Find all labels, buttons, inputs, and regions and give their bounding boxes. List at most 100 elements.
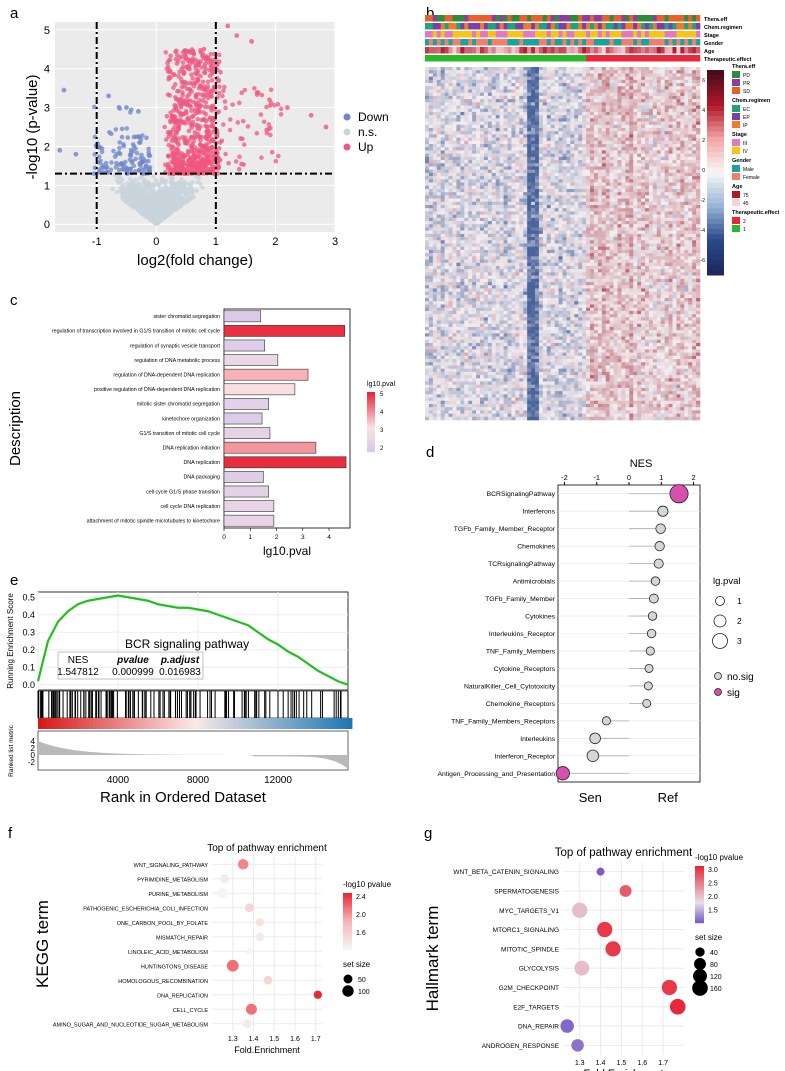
heatmap-cell	[645, 172, 650, 177]
heatmap-cell	[495, 163, 500, 167]
heatmap-cell	[511, 95, 516, 100]
heatmap-cell	[641, 124, 646, 129]
heatmap-cell	[645, 73, 650, 77]
annotation-cell	[652, 39, 658, 46]
heatmap-cell	[535, 83, 540, 87]
heatmap-cell	[483, 134, 489, 138]
heatmap-cell	[542, 160, 548, 164]
down-point	[140, 171, 146, 176]
heatmap-cell	[633, 131, 638, 135]
heatmap-cell	[609, 185, 614, 190]
heatmap-cell	[605, 95, 610, 100]
annotation-cell	[582, 15, 587, 22]
heatmap-cell	[652, 156, 658, 161]
heatmap-cell	[562, 118, 567, 122]
annotation-cell	[605, 55, 610, 62]
heatmap-cell	[464, 102, 469, 106]
down-point	[114, 160, 119, 166]
heatmap-cell	[656, 89, 662, 93]
heatmap-cell	[613, 127, 618, 132]
annotation-cell	[440, 15, 445, 22]
heatmap-cell	[676, 134, 681, 138]
heatmap-cell	[456, 163, 461, 167]
heatmap-cell	[672, 99, 677, 103]
heatmap-cell	[605, 179, 610, 183]
heatmap-cell	[511, 176, 516, 180]
annotation-cell	[519, 47, 524, 54]
heatmap-cell	[527, 115, 532, 119]
heatmap-cell	[546, 166, 552, 170]
heatmap-cell	[664, 179, 669, 183]
heatmap-cell	[491, 121, 497, 126]
heatmap-cell	[566, 163, 571, 167]
heatmap-cell	[460, 118, 465, 122]
heatmap-cell	[531, 153, 536, 158]
annotation-cell	[648, 15, 654, 22]
heatmap-cell	[562, 67, 567, 71]
heatmap-cell	[519, 67, 524, 71]
heatmap-cell	[605, 192, 610, 196]
heatmap-cell	[472, 92, 477, 97]
heatmap-cell	[436, 79, 442, 84]
heatmap-cell	[621, 108, 626, 113]
annotation-cell	[538, 15, 544, 22]
heatmap-cell	[507, 86, 512, 90]
highlight-point	[106, 93, 112, 99]
heatmap-cell	[609, 156, 614, 161]
down-point	[124, 126, 130, 131]
heatmap-cell	[586, 182, 591, 187]
heatmap-cell	[562, 172, 567, 177]
heatmap-cell	[692, 131, 697, 135]
heatmap-cell	[546, 76, 552, 81]
heatmap-cell	[645, 179, 650, 183]
heatmap-cell	[621, 172, 626, 177]
heatmap-cell	[527, 179, 532, 183]
heatmap-cell	[499, 118, 504, 122]
heatmap-cell	[499, 83, 504, 87]
heatmap-cell	[609, 67, 614, 71]
heatmap-cell	[660, 172, 665, 177]
heatmap-cell	[652, 79, 658, 84]
heatmap-cell	[617, 182, 622, 187]
heatmap-cell	[593, 156, 599, 161]
heatmap-cell	[680, 111, 685, 116]
heatmap-cell	[590, 188, 595, 193]
heatmap-cell	[519, 83, 524, 87]
heatmap-cell	[578, 67, 583, 71]
up-point	[166, 77, 171, 82]
heatmap-cell	[491, 108, 497, 113]
heatmap-cell	[590, 83, 595, 87]
heatmap-cell	[617, 188, 622, 193]
heatmap-cell	[574, 115, 579, 119]
heatmap-cell	[648, 89, 654, 93]
annotation-cell	[648, 55, 654, 62]
heatmap-cell	[538, 140, 544, 145]
ns-point	[176, 183, 181, 188]
heatmap-cell	[550, 156, 555, 161]
heatmap-cell	[448, 121, 453, 126]
heatmap-cell	[452, 166, 457, 170]
heatmap-cell	[586, 188, 591, 193]
heatmap-cell	[527, 137, 532, 142]
heatmap-cell	[452, 76, 457, 81]
heatmap-cell	[668, 144, 673, 148]
heatmap-cell	[554, 134, 559, 138]
heatmap-cell	[637, 163, 642, 167]
heatmap-cell	[641, 115, 646, 119]
heatmap-cell	[535, 108, 540, 113]
heatmap-cell	[562, 86, 567, 90]
annotation-cell	[597, 23, 603, 30]
heatmap-cell	[483, 83, 489, 87]
heatmap-cell	[609, 153, 614, 158]
heatmap-cell	[448, 79, 453, 84]
up-point	[217, 140, 223, 145]
heatmap-cell	[550, 99, 555, 103]
annotation-cell	[491, 39, 497, 46]
heatmap-cell	[519, 89, 524, 93]
heatmap-cell	[491, 105, 497, 110]
heatmap-cell	[578, 185, 583, 190]
heatmap-cell	[590, 192, 595, 196]
heatmap-cell	[495, 147, 500, 151]
heatmap-cell	[527, 188, 532, 193]
heatmap-cell	[538, 121, 544, 126]
